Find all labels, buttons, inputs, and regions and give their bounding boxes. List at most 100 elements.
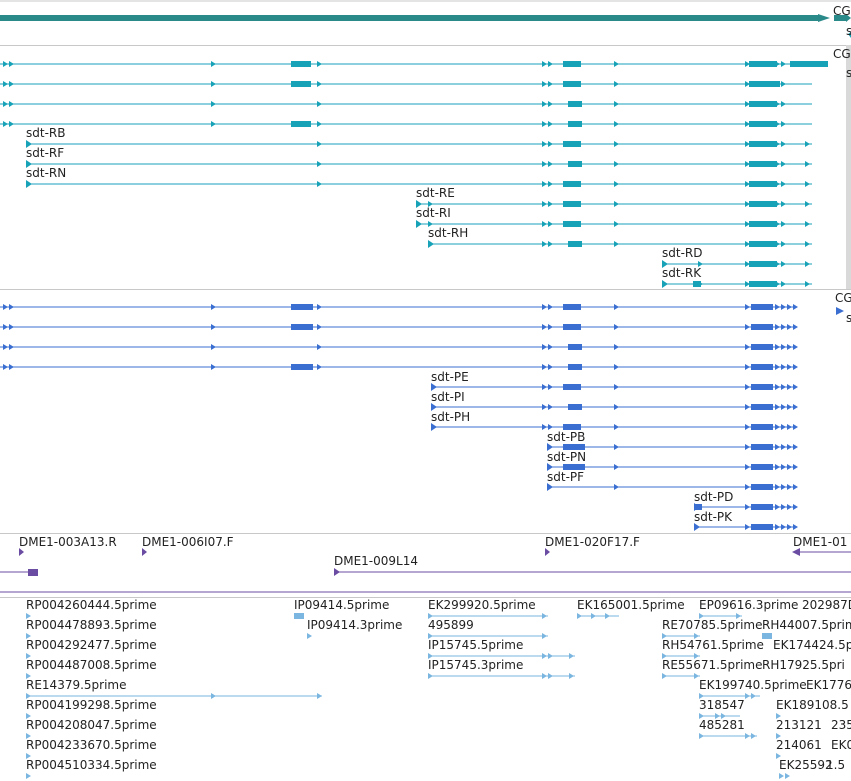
- est-label[interactable]: RP004260444.5prime: [26, 598, 157, 612]
- est-label[interactable]: RE14379.5prime: [26, 678, 127, 692]
- protein-gene-label-2[interactable]: s: [846, 311, 851, 325]
- protein-label-sdt-pb[interactable]: sdt-PB: [547, 430, 586, 444]
- feature-exon-block[interactable]: [693, 281, 701, 287]
- feature-exon-block[interactable]: [563, 304, 581, 310]
- est-label[interactable]: RP004478893.5prime: [26, 618, 157, 632]
- est-label[interactable]: 485281: [699, 718, 745, 732]
- feature-exon-block[interactable]: [749, 81, 777, 87]
- clone-label-dme1-006i07f[interactable]: DME1-006I07.F: [142, 535, 234, 549]
- clone-label-dme1-003a13r[interactable]: DME1-003A13.R: [19, 535, 117, 549]
- transcript-label-sdt-rh[interactable]: sdt-RH: [428, 226, 469, 240]
- feature-exon-block[interactable]: [291, 364, 313, 370]
- transcript-gene-label-2[interactable]: s: [846, 66, 851, 80]
- feature-exon-block[interactable]: [751, 344, 773, 350]
- feature-exon-block[interactable]: [563, 201, 581, 207]
- feature-exon-block[interactable]: [568, 344, 582, 350]
- feature-exon-block[interactable]: [568, 121, 582, 127]
- transcript-gene-label[interactable]: CG: [833, 47, 851, 61]
- est-label[interactable]: RP004292477.5prime: [26, 638, 157, 652]
- protein-gene-label[interactable]: CG: [835, 291, 851, 305]
- transcript-label-sdt-ri[interactable]: sdt-RI: [416, 206, 451, 220]
- est-label[interactable]: EK299920.5prime: [428, 598, 536, 612]
- feature-exon-block[interactable]: [790, 61, 828, 67]
- est-label[interactable]: RE70785.5prime: [662, 618, 763, 632]
- feature-exon-block[interactable]: [751, 304, 773, 310]
- feature-exon-block[interactable]: [751, 364, 773, 370]
- est-label[interactable]: EK174424.5p: [773, 638, 851, 652]
- feature-exon-block[interactable]: [751, 424, 773, 430]
- feature-exon-block[interactable]: [749, 181, 777, 187]
- feature-exon-block[interactable]: [291, 121, 311, 127]
- feature-exon-block[interactable]: [749, 241, 777, 247]
- protein-label-sdt-pd[interactable]: sdt-PD: [694, 490, 734, 504]
- est-label[interactable]: 214061: [776, 738, 822, 752]
- protein-label-sdt-pe[interactable]: sdt-PE: [431, 370, 469, 384]
- clone-label-dme1-01[interactable]: DME1-01: [793, 535, 848, 549]
- feature-exon-block[interactable]: [563, 181, 581, 187]
- feature-exon-block[interactable]: [749, 221, 777, 227]
- feature-exon-block[interactable]: [568, 101, 582, 107]
- est-label[interactable]: EK199740.5prime: [699, 678, 807, 692]
- transcript-label-sdt-rd[interactable]: sdt-RD: [662, 246, 703, 260]
- protein-label-sdt-pn[interactable]: sdt-PN: [547, 450, 587, 464]
- feature-exon-block[interactable]: [568, 364, 582, 370]
- est-label[interactable]: 318547: [699, 698, 745, 712]
- est-label[interactable]: RP004208047.5prime: [26, 718, 157, 732]
- clone-label-dme1-020f17f[interactable]: DME1-020F17.F: [545, 535, 640, 549]
- feature-exon-block[interactable]: [291, 324, 313, 330]
- est-label[interactable]: RE55671.5prime: [662, 658, 763, 672]
- transcript-label-sdt-rb[interactable]: sdt-RB: [26, 126, 66, 140]
- est-label[interactable]: 235: [831, 718, 851, 732]
- feature-exon-block[interactable]: [563, 324, 581, 330]
- est-label[interactable]: IP09414.3prime: [307, 618, 403, 632]
- est-label[interactable]: RP004487008.5prime: [26, 658, 157, 672]
- est-label[interactable]: EK25592: [779, 758, 833, 772]
- est-block[interactable]: [294, 613, 304, 619]
- feature-exon-block[interactable]: [563, 81, 581, 87]
- est-label[interactable]: EK189108.5: [776, 698, 849, 712]
- feature-exon-block[interactable]: [563, 61, 581, 67]
- protein-label-sdt-ph[interactable]: sdt-PH: [431, 410, 471, 424]
- feature-exon-block[interactable]: [751, 384, 773, 390]
- feature-exon-block[interactable]: [568, 161, 582, 167]
- est-label[interactable]: EK0: [831, 738, 851, 752]
- protein-label-sdt-pf[interactable]: sdt-PF: [547, 470, 585, 484]
- feature-exon-block[interactable]: [751, 484, 773, 490]
- est-label[interactable]: 1.5: [826, 758, 846, 772]
- feature-exon-block[interactable]: [751, 524, 773, 530]
- est-label[interactable]: RP004510334.5prime: [26, 758, 157, 772]
- transcript-label-sdt-rf[interactable]: sdt-RF: [26, 146, 65, 160]
- est-label[interactable]: RH44007.5prim: [762, 618, 851, 632]
- feature-exon-block[interactable]: [563, 221, 581, 227]
- feature-exon-block[interactable]: [749, 201, 777, 207]
- est-label[interactable]: EP09616.3prime: [699, 598, 799, 612]
- feature-exon-block[interactable]: [291, 81, 311, 87]
- est-label[interactable]: 495899: [428, 618, 474, 632]
- feature-exon-block[interactable]: [563, 384, 581, 390]
- est-label[interactable]: IP09414.5prime: [294, 598, 390, 612]
- feature-exon-block[interactable]: [563, 464, 585, 470]
- feature-exon-block[interactable]: [563, 424, 581, 430]
- feature-exon-block[interactable]: [749, 141, 777, 147]
- est-label[interactable]: IP15745.3prime: [428, 658, 524, 672]
- feature-exon-block[interactable]: [291, 61, 311, 67]
- feature-exon-block[interactable]: [568, 241, 582, 247]
- protein-label-sdt-pk[interactable]: sdt-PK: [694, 510, 733, 524]
- feature-exon-block[interactable]: [749, 281, 777, 287]
- feature-exon-block[interactable]: [291, 304, 313, 310]
- feature-exon-block[interactable]: [751, 404, 773, 410]
- est-label[interactable]: EK165001.5prime: [577, 598, 685, 612]
- feature-exon-block[interactable]: [751, 324, 773, 330]
- transcript-label-sdt-re[interactable]: sdt-RE: [416, 186, 455, 200]
- feature-exon-block[interactable]: [751, 504, 773, 510]
- est-label[interactable]: IP15745.5prime: [428, 638, 524, 652]
- feature-exon-block[interactable]: [749, 101, 777, 107]
- est-label[interactable]: EK1776: [806, 678, 851, 692]
- est-label[interactable]: RH54761.5prime: [662, 638, 764, 652]
- feature-exon-block[interactable]: [568, 404, 582, 410]
- feature-exon-block[interactable]: [751, 464, 773, 470]
- transcript-label-sdt-rn[interactable]: sdt-RN: [26, 166, 67, 180]
- feature-exon-block[interactable]: [751, 444, 773, 450]
- est-label[interactable]: 202987D: [802, 598, 851, 612]
- feature-exon-block[interactable]: [749, 61, 777, 67]
